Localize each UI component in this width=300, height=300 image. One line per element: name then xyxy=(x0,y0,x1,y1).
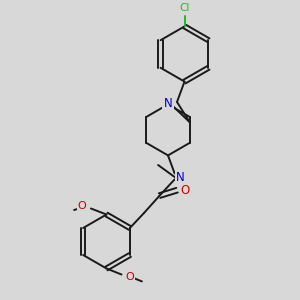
Text: N: N xyxy=(164,97,172,110)
Text: O: O xyxy=(126,272,134,282)
Text: O: O xyxy=(77,201,86,212)
Text: N: N xyxy=(176,170,185,184)
Text: O: O xyxy=(181,184,190,197)
Text: Cl: Cl xyxy=(179,3,190,13)
